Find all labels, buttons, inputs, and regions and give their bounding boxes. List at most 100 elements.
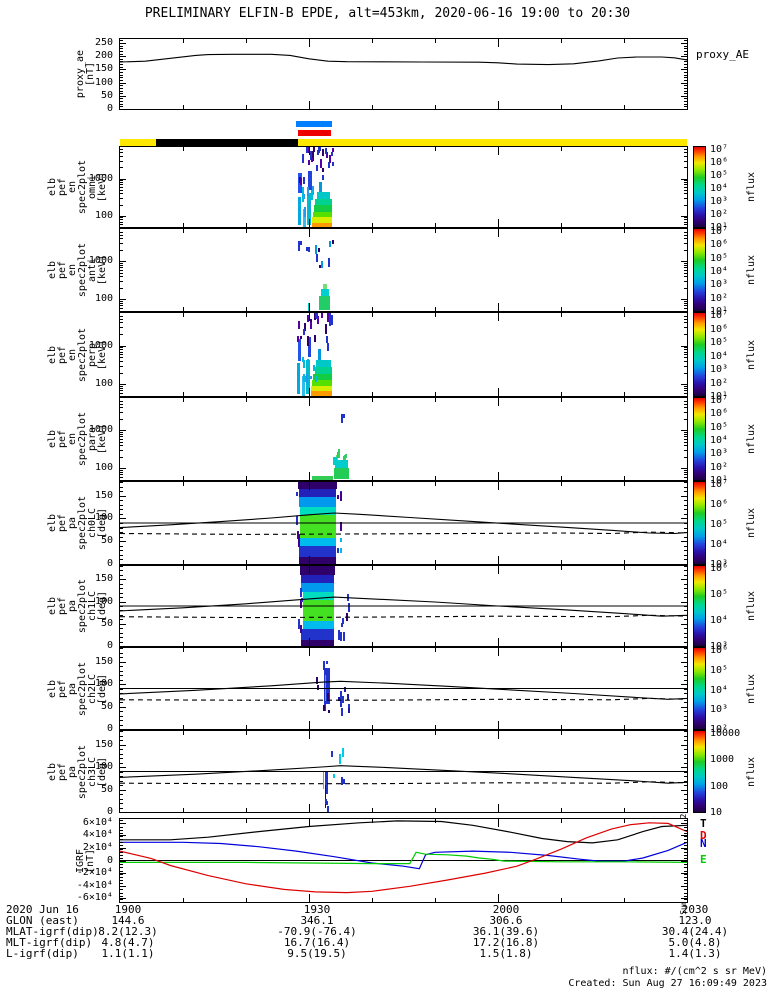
x-tick	[183, 819, 184, 823]
y-tick	[684, 592, 687, 594]
y-tick	[120, 666, 123, 667]
y-tick	[684, 69, 687, 71]
y-tick	[681, 873, 687, 875]
axis-label-proxy_ae: proxy_ae [nT]	[75, 49, 96, 99]
y-tick	[684, 583, 687, 585]
x-tick	[498, 303, 499, 311]
y-tick	[120, 898, 123, 900]
y-tick	[684, 182, 687, 184]
x-tick	[624, 223, 625, 227]
y-tick	[120, 95, 123, 97]
y-tick	[120, 550, 123, 552]
y-tick	[684, 898, 687, 900]
y-tick	[684, 491, 687, 493]
y-tick	[684, 167, 687, 169]
y-tick-label: 150	[94, 738, 113, 750]
y-tick	[684, 789, 687, 791]
y-tick	[684, 532, 687, 534]
y-tick	[684, 197, 687, 199]
y-tick	[684, 50, 687, 52]
y-tick-label: 50	[100, 89, 113, 101]
spec-mark	[327, 313, 330, 323]
y-tick	[684, 652, 687, 654]
spec-cell	[301, 639, 335, 646]
y-tick	[120, 885, 126, 887]
y-tick-label: 0	[106, 103, 113, 114]
spec-cell	[298, 497, 337, 507]
x-tick	[435, 223, 436, 227]
spec-mark	[307, 147, 310, 154]
bottom-row-value: 123.0	[678, 914, 712, 927]
spec-mark	[310, 375, 313, 380]
y-tick	[684, 149, 687, 151]
y-tick	[120, 860, 126, 862]
bottom-row-value: 1.5(1.8)	[479, 947, 533, 960]
y-tick	[120, 82, 126, 84]
x-tick	[309, 219, 310, 227]
y-tick	[684, 666, 687, 667]
y-tick	[684, 418, 687, 420]
y-tick	[684, 349, 687, 351]
bottom-row-value: 1.1(1.1)	[101, 947, 155, 960]
spec-cell	[312, 379, 333, 386]
y-tick	[684, 56, 687, 58]
y-tick	[684, 610, 687, 612]
y-tick	[684, 390, 687, 392]
x-tick	[624, 147, 625, 151]
axis-label-pa_ch1lc: elb pef pa spec2plot ch1LC [deg]	[47, 578, 108, 634]
y-tick	[120, 85, 123, 87]
x-tick	[183, 147, 184, 151]
panel-body-en_para	[120, 398, 687, 480]
y-tick	[120, 301, 123, 303]
spec-cell	[302, 209, 306, 227]
x-tick	[435, 392, 436, 396]
y-tick	[684, 474, 687, 476]
spec-cell	[312, 211, 332, 218]
y-tick	[120, 652, 123, 654]
y-tick	[120, 276, 123, 278]
axis-label-en_para: elb pef en spec2plot para [keV]	[47, 411, 108, 467]
y-tick	[684, 204, 687, 206]
x-tick	[435, 147, 436, 151]
y-tick	[120, 178, 126, 180]
spec-mark	[333, 457, 336, 465]
y-tick	[684, 861, 687, 863]
y-tick	[120, 197, 123, 199]
spec-cell	[333, 468, 350, 480]
x-tick	[561, 560, 562, 564]
y-tick	[684, 66, 687, 68]
colorbar-tick-label: 10⁵	[710, 519, 729, 530]
y-tick	[120, 554, 123, 556]
y-tick	[120, 785, 123, 786]
series-line	[120, 614, 687, 619]
x-tick	[372, 482, 373, 486]
y-tick	[684, 758, 687, 759]
y-tick	[120, 264, 123, 266]
y-tick	[120, 357, 123, 359]
y-tick	[120, 351, 123, 353]
y-tick	[120, 95, 126, 97]
spec-mark	[339, 538, 342, 542]
spec-cell	[318, 349, 321, 360]
y-tick	[684, 224, 687, 226]
spec-mark	[344, 686, 347, 692]
spec-mark	[299, 625, 302, 634]
y-tick	[681, 261, 687, 263]
y-tick-label: 100	[94, 512, 113, 524]
y-tick	[684, 472, 687, 474]
spec-mark	[305, 374, 308, 384]
y-tick	[684, 523, 687, 524]
y-tick	[681, 847, 687, 849]
axis-label-en_omni: elb pef en spec2plot omni [keV]	[47, 159, 108, 215]
spec-mark	[336, 452, 339, 458]
y-tick	[120, 661, 123, 663]
x-tick	[309, 101, 310, 109]
y-tick	[684, 518, 687, 520]
spec-mark	[338, 448, 341, 458]
x-tick	[309, 721, 310, 729]
y-tick	[120, 545, 123, 547]
y-tick	[120, 495, 123, 497]
spec-mark	[312, 185, 315, 195]
spec-mark	[314, 376, 317, 382]
spec-mark	[316, 253, 319, 262]
